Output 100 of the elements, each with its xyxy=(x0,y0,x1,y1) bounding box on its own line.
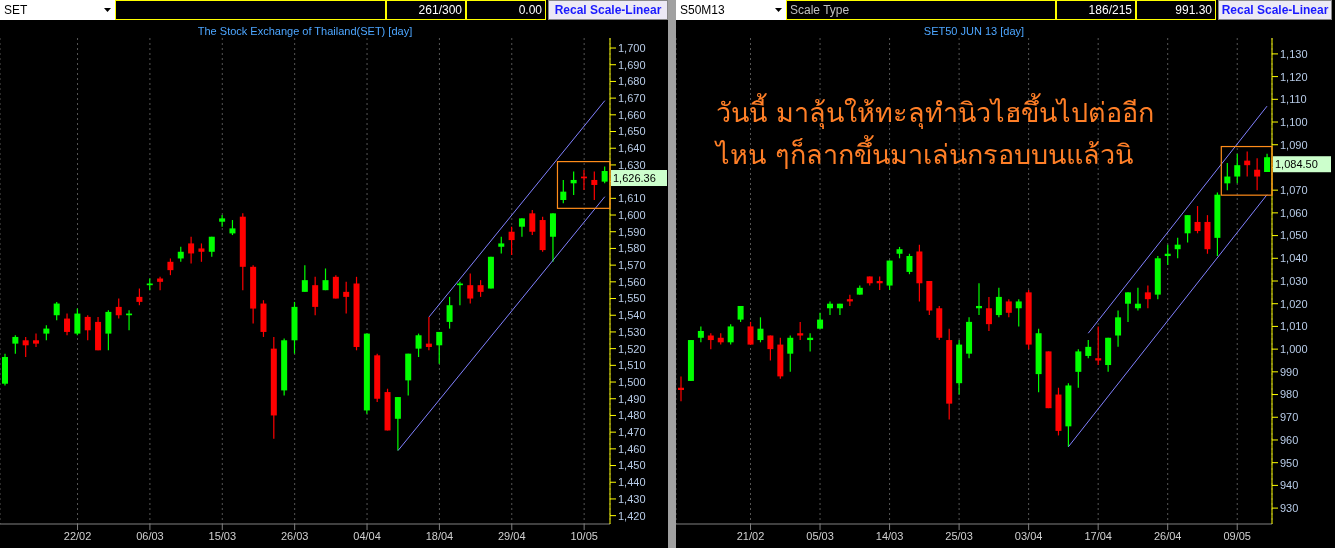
y-tick-label: 1,480 xyxy=(618,409,646,422)
candlestick xyxy=(188,236,195,265)
text-field: Scale Type xyxy=(786,0,1056,20)
candlestick xyxy=(529,209,536,236)
candlestick xyxy=(747,321,754,346)
y-tick-label: 1,460 xyxy=(618,442,646,455)
y-tick-label: 1,070 xyxy=(1280,184,1308,197)
candlestick xyxy=(1194,205,1201,234)
x-tick-label: 04/04 xyxy=(353,529,381,542)
y-tick-label: 1,040 xyxy=(1280,252,1308,265)
y-tick-label: 1,530 xyxy=(618,325,646,338)
x-tick-label: 09/05 xyxy=(1223,529,1251,542)
y-tick-label: 1,450 xyxy=(618,459,646,472)
y-tick-label: 960 xyxy=(1280,433,1299,446)
candlestick xyxy=(767,334,774,362)
y-tick-label: 1,580 xyxy=(618,242,646,255)
candlestick xyxy=(115,297,122,320)
candlestick xyxy=(415,333,422,358)
text: Recal Scale-Linear xyxy=(1218,0,1332,20)
y-tick-label: 950 xyxy=(1280,456,1299,469)
candlestick xyxy=(446,296,453,330)
candlestick xyxy=(906,253,913,275)
y-tick-label: 970 xyxy=(1280,411,1299,424)
y-tick-label: 1,650 xyxy=(618,125,646,138)
candlestick xyxy=(22,336,29,358)
y-tick-label: 1,600 xyxy=(618,208,646,221)
y-tick-label: 1,700 xyxy=(618,41,646,54)
candlestick xyxy=(727,323,734,346)
y-tick-label: 1,060 xyxy=(1280,206,1308,219)
candlestick xyxy=(570,171,577,196)
candlestick xyxy=(508,226,515,256)
x-tick-label: 06/03 xyxy=(136,529,164,542)
text: 261/300 xyxy=(386,0,466,20)
y-tick-label: 1,010 xyxy=(1280,320,1308,333)
x-tick-label: 22/02 xyxy=(63,529,92,542)
candlestick xyxy=(332,274,339,300)
candlestick xyxy=(53,301,60,321)
text: S50M13 xyxy=(680,3,725,17)
candlestick xyxy=(797,321,804,341)
candlestick xyxy=(394,396,401,452)
x-tick-label: 05/03 xyxy=(806,529,834,542)
y-tick-label: 1,630 xyxy=(618,158,646,171)
candlestick xyxy=(1085,339,1092,359)
candlestick xyxy=(518,217,525,238)
text: Recal Scale-Linear xyxy=(548,0,668,20)
candlestick xyxy=(995,287,1002,318)
y-tick-label: 1,660 xyxy=(618,108,646,121)
x-tick-label: 26/04 xyxy=(1153,529,1182,542)
y-tick-label: 1,610 xyxy=(618,192,646,205)
y-tick-label: 1,090 xyxy=(1280,138,1308,151)
x-tick-label: 29/04 xyxy=(498,529,526,542)
candlestick xyxy=(1015,298,1022,328)
y-tick-label: 1,000 xyxy=(1280,343,1308,356)
y-tick-label: 1,470 xyxy=(618,426,646,439)
y-tick-label: 1,110 xyxy=(1280,93,1307,106)
chart-title: SET50 JUN 13 [day] xyxy=(923,25,1025,37)
candlestick xyxy=(198,242,205,263)
x-tick-label: 17/04 xyxy=(1084,529,1112,542)
candlestick xyxy=(74,307,81,336)
text: 1,084.50 xyxy=(1275,158,1318,171)
x-tick-label: 14/03 xyxy=(875,529,904,542)
candlestick xyxy=(343,281,350,315)
x-tick-label: 03/04 xyxy=(1014,529,1043,542)
candlestick xyxy=(33,333,40,348)
candlestick xyxy=(1115,309,1122,348)
y-tick-label: 1,030 xyxy=(1280,274,1308,287)
candlestick xyxy=(84,314,91,341)
x-tick-label: 15/03 xyxy=(208,529,237,542)
candlestick xyxy=(1125,291,1131,323)
candlestick xyxy=(157,276,164,291)
y-tick-label: 1,680 xyxy=(618,75,646,88)
candlestick xyxy=(1184,214,1191,243)
candlestick xyxy=(12,334,19,355)
y-tick-label: 990 xyxy=(1280,365,1299,378)
x-tick-label: 25/03 xyxy=(945,529,973,542)
y-tick-label: 1,670 xyxy=(618,92,646,105)
y-tick-label: 930 xyxy=(1280,502,1299,515)
y-tick-label: 1,100 xyxy=(1280,115,1308,128)
candlestick xyxy=(1254,157,1261,191)
candlestick xyxy=(560,179,567,204)
y-tick-label: 940 xyxy=(1280,479,1299,492)
candlestick xyxy=(591,171,598,201)
text: SET xyxy=(4,3,28,17)
y-tick-label: 1,440 xyxy=(618,476,646,489)
y-tick-label: 1,490 xyxy=(618,392,646,405)
y-tick-label: 1,520 xyxy=(618,342,646,355)
y-tick-label: 1,570 xyxy=(618,259,646,272)
y-tick-label: 1,560 xyxy=(618,275,646,288)
y-tick-label: 1,120 xyxy=(1280,70,1308,83)
candlestick xyxy=(1005,298,1012,318)
x-tick-label: 18/04 xyxy=(425,529,454,542)
candlestick xyxy=(1144,284,1151,309)
x-tick-label: 10/05 xyxy=(570,529,598,542)
candlestick xyxy=(549,212,556,263)
candlestick xyxy=(425,316,432,351)
candlestick xyxy=(219,214,226,228)
candlestick xyxy=(1264,153,1271,173)
candlestick xyxy=(697,325,704,343)
y-tick-label: 1,500 xyxy=(618,375,646,388)
y-tick-label: 1,130 xyxy=(1280,47,1308,60)
